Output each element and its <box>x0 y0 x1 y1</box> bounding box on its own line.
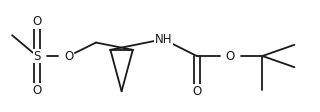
Text: O: O <box>32 15 41 28</box>
Text: O: O <box>192 85 201 98</box>
Text: NH: NH <box>155 33 172 46</box>
Text: O: O <box>226 50 235 62</box>
Text: O: O <box>64 50 73 62</box>
Text: S: S <box>33 50 41 62</box>
Text: O: O <box>32 84 41 97</box>
